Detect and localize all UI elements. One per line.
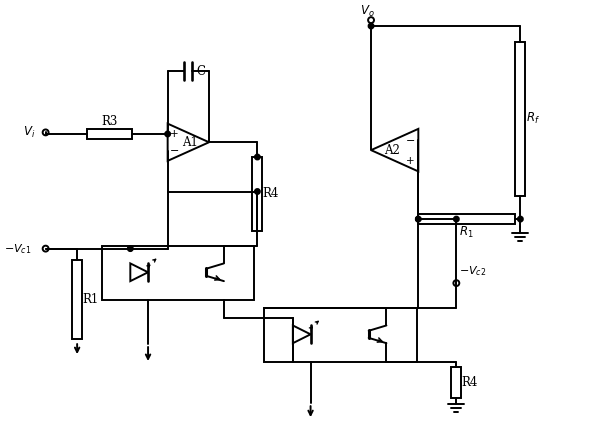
Text: $-V_{c2}$: $-V_{c2}$ (459, 264, 486, 278)
Circle shape (255, 189, 260, 194)
Circle shape (518, 217, 523, 221)
Circle shape (165, 246, 170, 251)
Bar (87, 129, 132, 139)
Bar (102, 245, 255, 300)
Polygon shape (131, 263, 148, 281)
Text: $-V_{c1}$: $-V_{c1}$ (4, 242, 32, 255)
Bar (252, 157, 262, 231)
Text: R1: R1 (83, 293, 99, 307)
Text: A1: A1 (183, 136, 199, 149)
Text: +: + (170, 129, 179, 139)
Text: −: − (405, 136, 415, 146)
Circle shape (416, 217, 421, 221)
Polygon shape (293, 325, 311, 343)
Text: A2: A2 (384, 143, 400, 157)
Circle shape (165, 132, 170, 136)
Bar (264, 308, 417, 362)
Text: −: − (170, 146, 180, 157)
Text: R4: R4 (262, 187, 278, 200)
Circle shape (43, 245, 48, 252)
Text: R4: R4 (461, 376, 478, 389)
Circle shape (43, 129, 48, 135)
Circle shape (128, 246, 133, 251)
Circle shape (369, 24, 374, 28)
Text: $R_1$: $R_1$ (459, 225, 474, 240)
Polygon shape (168, 124, 209, 161)
Text: C: C (197, 65, 206, 78)
Text: R3: R3 (102, 115, 118, 128)
Circle shape (453, 280, 459, 286)
Circle shape (454, 217, 459, 221)
Circle shape (255, 155, 260, 160)
Polygon shape (371, 129, 418, 171)
Bar (72, 260, 82, 339)
Text: $V_o$: $V_o$ (360, 3, 375, 19)
Bar (452, 367, 461, 399)
Bar (515, 42, 525, 197)
Text: +: + (406, 156, 415, 166)
Circle shape (416, 217, 421, 221)
Text: $R_f$: $R_f$ (526, 111, 540, 126)
Text: $V_i$: $V_i$ (24, 125, 36, 140)
Bar (418, 214, 515, 224)
Circle shape (368, 17, 374, 23)
